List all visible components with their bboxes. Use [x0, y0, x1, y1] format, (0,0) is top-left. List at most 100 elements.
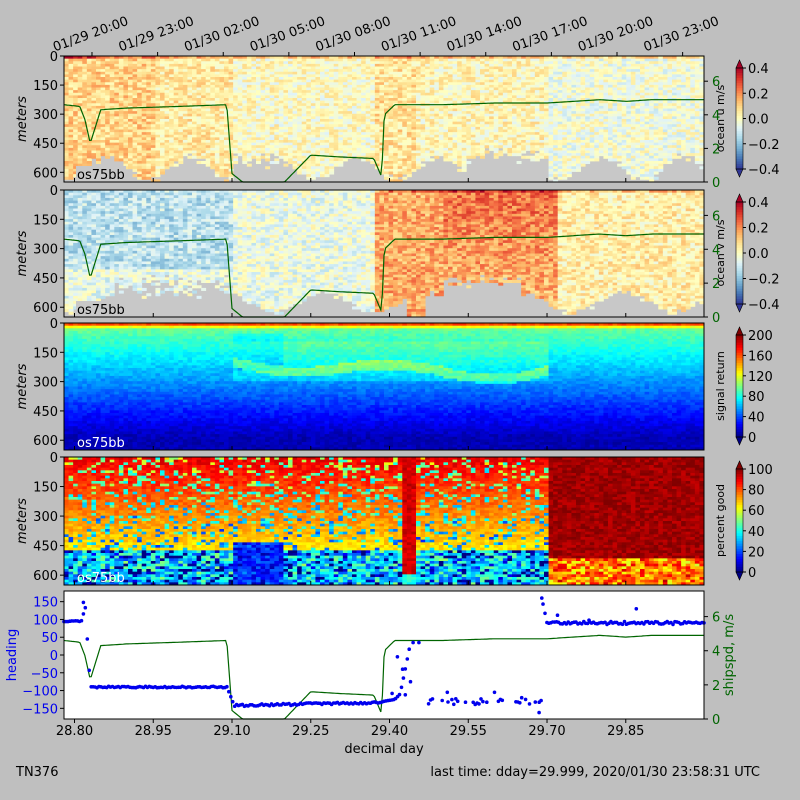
heatmap-cell — [301, 79, 307, 83]
heatmap-cell — [356, 147, 362, 151]
heatmap-cell — [242, 82, 248, 86]
heatmap-cell — [100, 58, 106, 62]
heatmap-cell — [178, 63, 184, 67]
heatmap-cell — [498, 87, 504, 91]
heatmap-cell — [237, 124, 243, 128]
heatmap-cell — [539, 124, 545, 128]
heatmap-cell — [507, 100, 513, 104]
heatmap-cell — [164, 98, 170, 102]
heatmap-cell — [178, 77, 184, 81]
heatmap-cell — [576, 66, 581, 70]
heatmap-cell — [192, 74, 197, 78]
heatmap-cell — [397, 113, 403, 117]
heatmap-cell — [406, 137, 412, 141]
heatmap-cell — [82, 134, 88, 138]
heatmap-cell — [361, 121, 367, 125]
heatmap-cell — [269, 61, 275, 65]
heatmap-cell — [384, 74, 389, 78]
heatmap-cell — [539, 147, 545, 151]
heatmap-cell — [493, 137, 499, 141]
heatmap-cell — [146, 163, 152, 167]
heatmap-cell — [214, 163, 220, 167]
heatmap-cell — [246, 121, 252, 125]
heatmap-cell — [283, 100, 289, 104]
heatmap-cell — [393, 174, 399, 178]
heatmap-cell — [114, 142, 120, 146]
heatmap-cell — [393, 74, 399, 78]
heatmap-cell — [91, 155, 97, 159]
heatmap-cell — [315, 77, 321, 81]
heatmap-cell — [333, 121, 339, 125]
heatmap-cell — [384, 142, 389, 146]
heatmap-cell — [105, 84, 111, 88]
heatmap-cell — [365, 77, 371, 81]
heatmap-cell — [470, 100, 476, 104]
heatmap-cell — [512, 58, 517, 62]
heatmap-cell — [333, 113, 339, 117]
heatmap-cell — [379, 98, 385, 102]
heatmap-cell — [237, 95, 243, 99]
heatmap-cell — [233, 98, 239, 102]
heatmap-cell — [260, 84, 266, 88]
heatmap-cell — [242, 90, 248, 94]
heatmap-cell — [178, 147, 184, 151]
heatmap-cell — [507, 134, 513, 138]
heatmap-cell — [406, 71, 412, 75]
heatmap-cell — [393, 111, 399, 115]
heatmap-cell — [192, 82, 197, 86]
heatmap-cell — [68, 69, 74, 73]
heatmap-cell — [443, 61, 449, 65]
heatmap-cell — [288, 90, 293, 94]
heatmap-cell — [297, 56, 303, 60]
heatmap-cell — [324, 137, 330, 141]
heatmap-cell — [64, 171, 69, 175]
heatmap-cell — [356, 56, 362, 60]
heatmap-cell — [315, 56, 321, 60]
heatmap-cell — [187, 58, 193, 62]
heatmap-cell — [548, 84, 554, 88]
heatmap-cell — [434, 121, 440, 125]
heatmap-cell — [251, 150, 257, 154]
heatmap-cell — [498, 111, 504, 115]
heatmap-cell — [324, 119, 330, 123]
heatmap-cell — [374, 147, 380, 151]
heatmap-cell — [402, 69, 408, 73]
heatmap-cell — [278, 124, 284, 128]
heatmap-cell — [237, 100, 243, 104]
heatmap-cell — [128, 92, 133, 96]
heatmap-cell — [384, 161, 389, 165]
heatmap-cell — [388, 113, 394, 117]
heatmap-cell — [150, 147, 156, 151]
heatmap-cell — [544, 95, 549, 99]
heatmap-cell — [475, 111, 481, 115]
heatmap-cell — [470, 108, 476, 112]
heatmap-cell — [141, 84, 147, 88]
heatmap-cell — [557, 153, 563, 157]
heatmap-cell — [338, 121, 344, 125]
heatmap-cell — [82, 147, 88, 151]
heatmap-cell — [123, 126, 129, 130]
heatmap-cell — [329, 111, 335, 115]
heatmap-cell — [219, 66, 225, 70]
heatmap-cell — [516, 66, 522, 70]
heatmap-cell — [548, 140, 554, 144]
heatmap-cell — [544, 147, 549, 151]
heatmap-cell — [594, 71, 600, 75]
heatmap-cell — [265, 108, 271, 112]
heatmap-cell — [448, 92, 453, 96]
heatmap-cell — [260, 98, 266, 102]
heatmap-cell — [246, 58, 252, 62]
heatmap-cell — [283, 145, 289, 149]
heatmap-cell — [507, 150, 513, 154]
heatmap-cell — [434, 111, 440, 115]
heatmap-cell — [86, 69, 92, 73]
heatmap-cell — [233, 111, 239, 115]
heatmap-cell — [580, 134, 586, 138]
heatmap-cell — [228, 56, 234, 60]
heatmap-cell — [164, 56, 170, 60]
heatmap-cell — [361, 158, 367, 162]
heatmap-cell — [480, 129, 485, 133]
heatmap-cell — [164, 63, 170, 67]
heatmap-cell — [123, 116, 129, 120]
heatmap-cell — [128, 129, 133, 133]
